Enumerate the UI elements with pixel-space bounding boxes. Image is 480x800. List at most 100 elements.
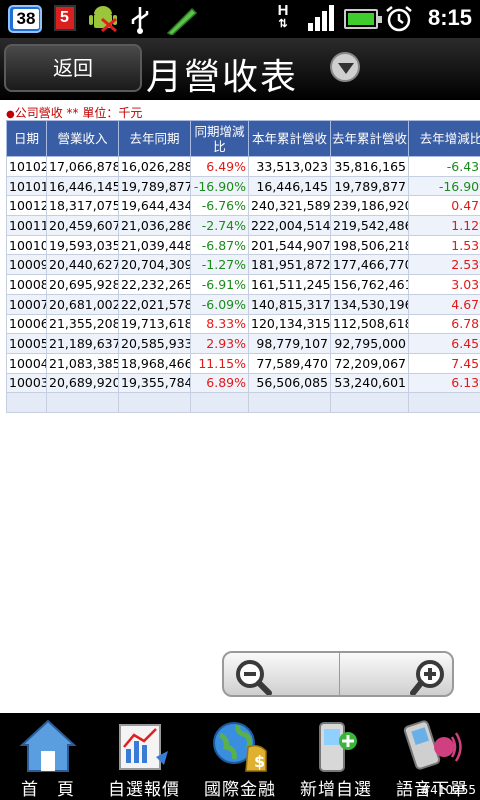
table-cell: 18,968,466	[118, 352, 191, 374]
table-cell: 21,189,637	[46, 333, 119, 354]
table-cell: 92,795,000	[330, 333, 409, 354]
pen-icon	[166, 7, 198, 35]
table-cell: 11.15%	[190, 352, 249, 374]
table-cell	[6, 392, 47, 414]
table-cell: 35,816,165	[330, 156, 409, 177]
table-cell: 19,355,784	[118, 372, 191, 394]
table-cell: 120,134,315	[248, 313, 331, 335]
unit-note: ●公司營收 ** 單位：千元	[6, 104, 142, 121]
nav-item-voice-order[interactable]: 語音下單	[384, 713, 480, 800]
calendar-badge: 38	[13, 9, 39, 29]
table-cell: 161,511,245	[248, 274, 331, 295]
nav-item-watchlist-quote[interactable]: 自選報價	[96, 713, 192, 800]
table-row: 10005 21,189,637 20,585,933 2.93% 98,779,107…	[6, 333, 480, 354]
app-badge: 5	[60, 9, 69, 26]
column-header: 去年累計營收	[330, 120, 409, 157]
table-cell: 4.67%	[408, 293, 480, 315]
table-row: 10008 20,695,928 22,232,265 -6.91% 161,511,2…	[6, 274, 480, 295]
back-button[interactable]: 返回	[4, 44, 142, 92]
table-header-row: 日期 營業收入 去年同期 同期增減比 本年累計營收 去年累計營收 去年增減比	[6, 120, 480, 157]
table-cell: 21,039,448	[118, 234, 191, 256]
table-cell: 6.49%	[190, 156, 249, 177]
table-cell: 20,704,309	[118, 254, 191, 276]
table-cell: -6.87%	[190, 234, 249, 256]
table-cell: 98,779,107	[248, 333, 331, 354]
table-cell: -6.09%	[190, 293, 249, 315]
table-row: 10010 19,593,035 21,039,448 -6.87% 201,544,9…	[6, 234, 480, 256]
table-cell: 3.03%	[408, 274, 480, 295]
page-title: 月營收表	[146, 57, 299, 98]
table-row: 10012 18,317,075 19,644,434 -6.76% 240,321,5…	[6, 195, 480, 217]
table-cell: 10007	[6, 293, 47, 315]
table-cell: 22,232,265	[118, 274, 191, 295]
table-cell: 10012	[6, 195, 47, 217]
nav-item-home[interactable]: 首 頁	[0, 713, 96, 800]
nav-item-intl-finance[interactable]: $ 國際金融	[192, 713, 288, 800]
table-cell: 10006	[6, 313, 47, 335]
table-cell: 2.93%	[190, 333, 249, 354]
table-cell: 19,593,035	[46, 234, 119, 256]
zoom-in-button[interactable]	[340, 653, 452, 695]
table-row: 10102 17,066,878 16,026,288 6.49% 33,513,023…	[6, 156, 480, 177]
table-cell	[190, 392, 249, 414]
table-cell: 22,021,578	[118, 293, 191, 315]
usb-icon	[131, 7, 149, 34]
table-cell: 16,026,288	[118, 156, 191, 177]
table-cell: 156,762,461	[330, 274, 409, 295]
table-cell: -6.76%	[190, 195, 249, 217]
table-cell: 72,209,067	[330, 352, 409, 374]
table-cell: 6.89%	[190, 372, 249, 394]
table-cell: 1.12%	[408, 215, 480, 236]
table-cell: 16,446,145	[46, 175, 119, 197]
table-cell: -16.90%	[190, 175, 249, 197]
table-cell: 10004	[6, 352, 47, 374]
home-icon	[19, 719, 77, 772]
table-cell	[408, 392, 480, 414]
table-row: 10003 20,689,920 19,355,784 6.89% 56,506,085…	[6, 372, 480, 394]
table-row-empty	[6, 392, 480, 414]
revenue-table: 日期 營業收入 去年同期 同期增減比 本年累計營收 去年累計營收 去年增減比 10102 17…	[6, 120, 480, 414]
bottom-nav: 首 頁 自選報價 $ 國際金融 新增自選	[0, 713, 480, 800]
nav-label: 新增自選	[300, 780, 372, 800]
table-row: 10006 21,355,208 19,713,618 8.33% 120,134,31…	[6, 313, 480, 335]
dropdown-arrow-icon[interactable]	[330, 52, 360, 82]
table-cell: -6.91%	[190, 274, 249, 295]
table-cell: -6.43%	[408, 156, 480, 177]
table-cell: 20,689,920	[46, 372, 119, 394]
table-cell	[330, 392, 409, 414]
nav-item-add-watchlist[interactable]: 新增自選	[288, 713, 384, 800]
table-cell: -16.90%	[408, 175, 480, 197]
calendar-icon: 38	[8, 5, 42, 33]
nav-label: 自選報價	[108, 780, 180, 800]
voice-phone-icon	[403, 720, 462, 770]
table-cell: 0.47%	[408, 195, 480, 217]
table-cell: 33,513,023	[248, 156, 331, 177]
table-cell: 2.53%	[408, 254, 480, 276]
column-header: 去年增減比	[408, 120, 480, 157]
table-cell: 19,789,877	[118, 175, 191, 197]
table-cell: 21,083,385	[46, 352, 119, 374]
table-cell: 10009	[6, 254, 47, 276]
svg-text:$: $	[254, 752, 265, 771]
table-cell: 77,589,470	[248, 352, 331, 374]
table-cell: 6.13%	[408, 372, 480, 394]
table-row: 10101 16,446,145 19,789,877 -16.90% 16,446,1…	[6, 175, 480, 197]
nav-label: 語音下單	[396, 780, 468, 800]
table-cell: 10011	[6, 215, 47, 236]
nav-label: 國際金融	[204, 780, 276, 800]
table-row: 10009 20,440,627 20,704,309 -1.27% 181,951,8…	[6, 254, 480, 276]
table-cell	[248, 392, 331, 414]
zoom-out-button[interactable]	[224, 653, 340, 695]
table-cell: 20,585,933	[118, 333, 191, 354]
table-cell: 134,530,196	[330, 293, 409, 315]
table-cell: 177,466,770	[330, 254, 409, 276]
table-cell: 8.33%	[190, 313, 249, 335]
clock: 8:15	[427, 5, 472, 30]
table-cell: 56,506,085	[248, 372, 331, 394]
table-cell: 19,713,618	[118, 313, 191, 335]
table-body: 10102 17,066,878 16,026,288 6.49% 33,513,023…	[6, 156, 480, 414]
table-cell: 53,240,601	[330, 372, 409, 394]
table-row: 10004 21,083,385 18,968,466 11.15% 77,589,47…	[6, 352, 480, 374]
table-cell: -2.74%	[190, 215, 249, 236]
table-cell: 19,789,877	[330, 175, 409, 197]
